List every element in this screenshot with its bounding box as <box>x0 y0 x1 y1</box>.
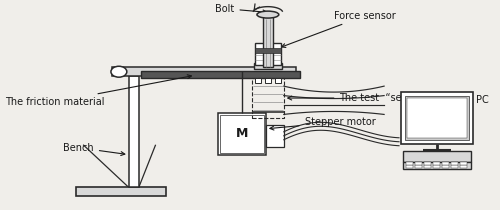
Bar <box>255 78 261 83</box>
Bar <box>407 98 467 138</box>
Bar <box>424 162 431 165</box>
Bar <box>450 165 458 168</box>
Ellipse shape <box>111 66 127 77</box>
Bar <box>460 162 466 165</box>
Bar <box>406 165 413 168</box>
Bar <box>433 165 440 168</box>
Text: PC: PC <box>476 95 489 105</box>
Bar <box>275 78 281 83</box>
Bar <box>450 162 458 165</box>
Text: Bolt: Bolt <box>215 4 267 14</box>
Bar <box>252 78 284 118</box>
Bar <box>265 78 271 83</box>
Bar <box>254 63 282 69</box>
Bar <box>266 125 284 147</box>
Text: The friction material: The friction material <box>4 75 192 107</box>
Text: Stepper motor: Stepper motor <box>270 117 376 130</box>
Text: Bench: Bench <box>63 143 125 156</box>
Bar <box>403 162 470 169</box>
Text: M: M <box>236 127 248 140</box>
Bar <box>406 162 413 165</box>
Bar <box>140 71 300 78</box>
Bar <box>424 165 431 168</box>
Bar <box>433 162 440 165</box>
Bar <box>112 67 296 76</box>
Bar <box>218 113 266 155</box>
Bar <box>405 96 468 140</box>
Bar <box>263 16 273 67</box>
Bar <box>460 165 466 168</box>
Bar <box>401 92 472 144</box>
Text: Force sensor: Force sensor <box>282 10 396 47</box>
Bar <box>76 188 166 196</box>
Bar <box>255 48 281 53</box>
Bar <box>415 162 422 165</box>
Bar <box>442 162 448 165</box>
Bar <box>255 43 281 65</box>
Bar <box>135 76 138 188</box>
Bar <box>415 165 422 168</box>
Bar <box>403 151 470 162</box>
Text: The test  “sensor”: The test “sensor” <box>288 93 429 103</box>
Ellipse shape <box>257 11 279 18</box>
Bar <box>129 76 138 188</box>
Bar <box>442 165 448 168</box>
Bar <box>220 115 264 153</box>
